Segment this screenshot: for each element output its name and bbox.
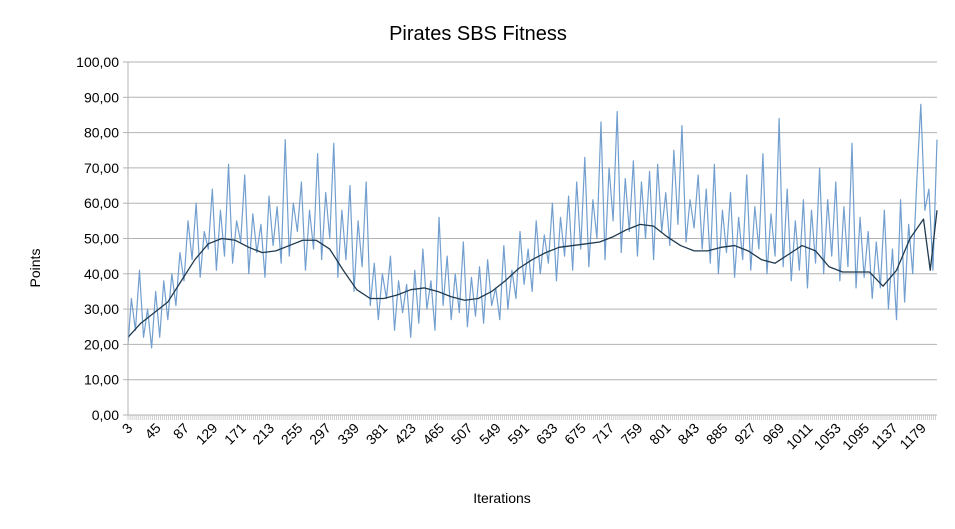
x-tick-label: 759 bbox=[618, 420, 646, 448]
x-tick-label: 633 bbox=[533, 420, 561, 448]
x-tick-label: 885 bbox=[703, 420, 731, 448]
x-tick-label: 45 bbox=[141, 420, 163, 442]
x-tick-label: 1137 bbox=[868, 420, 901, 453]
x-tick-label: 381 bbox=[363, 420, 391, 448]
x-tick-label: 87 bbox=[170, 420, 192, 442]
series-lines bbox=[127, 103, 938, 349]
x-minor-tick-marks bbox=[127, 415, 936, 420]
x-tick-label: 969 bbox=[759, 420, 787, 448]
x-tick-label: 675 bbox=[561, 420, 589, 448]
x-tick-label: 465 bbox=[419, 420, 447, 448]
x-tick-label: 255 bbox=[278, 420, 306, 448]
y-tick-label: 50,00 bbox=[84, 231, 119, 247]
x-axis-tick-labels: 3 45 87 129 171 213 255 297 339 381 423 465 507 549 59… bbox=[119, 420, 929, 453]
x-tick-label: 591 bbox=[504, 420, 532, 448]
x-tick-label: 843 bbox=[674, 420, 702, 448]
x-tick-label: 171 bbox=[221, 420, 249, 448]
x-axis-label: Iterations bbox=[473, 490, 531, 506]
y-tick-label: 80,00 bbox=[84, 125, 119, 141]
series-line-smoothed-fitness bbox=[127, 210, 938, 338]
y-tick-label: 20,00 bbox=[84, 336, 119, 352]
y-tick-label: 60,00 bbox=[84, 195, 119, 211]
y-axis-label: Points bbox=[27, 249, 43, 288]
y-tick-label: 10,00 bbox=[84, 372, 119, 388]
x-tick-label: 549 bbox=[476, 420, 504, 448]
x-tick-label: 423 bbox=[391, 420, 419, 448]
y-tick-label: 40,00 bbox=[84, 266, 119, 282]
series-line-raw-fitness bbox=[127, 103, 938, 349]
x-tick-label: 339 bbox=[334, 420, 362, 448]
y-tick-label: 100,00 bbox=[76, 54, 119, 70]
x-tick-label: 507 bbox=[448, 420, 476, 448]
y-tick-label: 90,00 bbox=[84, 89, 119, 105]
x-tick-label: 717 bbox=[589, 420, 617, 448]
x-tick-label: 1011 bbox=[783, 420, 816, 453]
x-tick-label: 1179 bbox=[896, 420, 929, 453]
chart-title: Pirates SBS Fitness bbox=[389, 23, 567, 45]
x-axis-minor-ticks bbox=[127, 415, 936, 420]
x-tick-label: 129 bbox=[193, 420, 221, 448]
y-tick-label: 30,00 bbox=[84, 301, 119, 317]
grid-lines bbox=[128, 61, 937, 416]
x-tick-label: 801 bbox=[646, 420, 674, 448]
x-tick-label: 3 bbox=[119, 420, 136, 437]
x-tick-label: 213 bbox=[249, 420, 277, 448]
x-tick-label: 1053 bbox=[811, 420, 844, 453]
x-tick-label: 1095 bbox=[839, 420, 872, 453]
y-tick-label: 70,00 bbox=[84, 160, 119, 176]
y-tick-label: 0,00 bbox=[92, 407, 119, 423]
y-axis-tick-labels: 0,00 10,00 20,00 30,00 40,00 50,00 60,00 70,00 8… bbox=[76, 54, 128, 423]
x-tick-label: 297 bbox=[306, 420, 334, 448]
x-tick-label: 927 bbox=[731, 420, 759, 448]
